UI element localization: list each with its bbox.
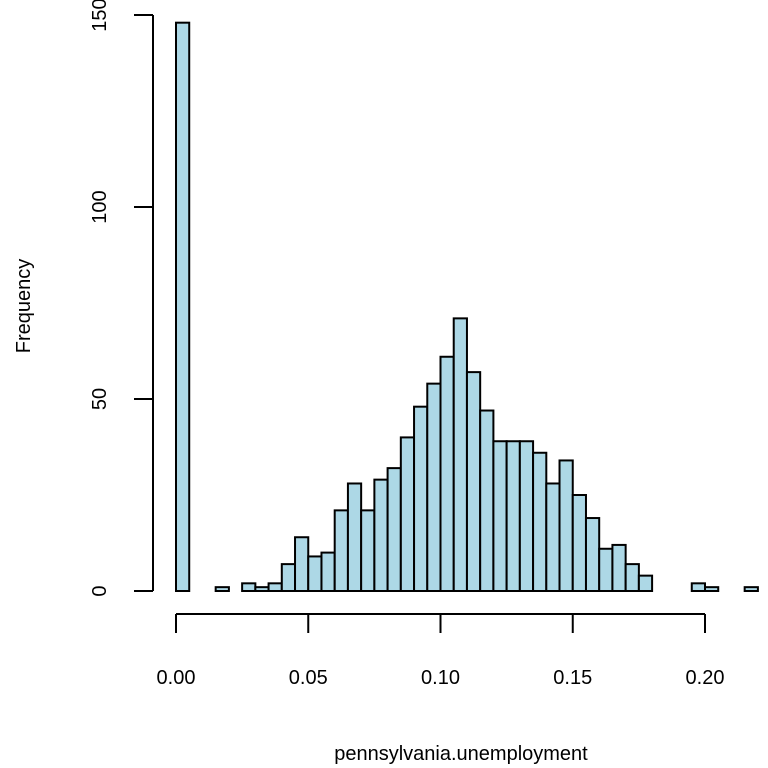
histogram-bar <box>452 317 468 592</box>
y-tick-label: 100 <box>89 190 111 223</box>
histogram-bar <box>254 586 270 592</box>
histogram-bar <box>346 482 363 593</box>
histogram-bar <box>505 440 521 592</box>
y-tick-label: 150 <box>89 0 111 32</box>
histogram-bar <box>465 371 482 592</box>
histogram-bar <box>704 586 720 592</box>
histogram-bar <box>479 409 495 592</box>
histogram-bar <box>386 467 402 592</box>
x-tick-label: 0.10 <box>421 667 460 689</box>
histogram-bar <box>175 21 191 593</box>
histogram-bar <box>214 586 230 592</box>
x-tick-label: 0.00 <box>157 667 196 689</box>
y-tick-label: 0 <box>89 585 111 596</box>
y-axis-title: Frequency <box>13 259 35 354</box>
histogram-bar <box>743 586 759 592</box>
histogram-bar <box>267 582 283 593</box>
histogram-bar <box>413 405 429 592</box>
x-axis-title: pennsylvania.unemployment <box>334 743 588 765</box>
histogram-bar <box>294 536 310 592</box>
histogram-bar <box>690 582 707 593</box>
histogram-bar <box>320 551 336 592</box>
histogram-bar <box>584 517 601 592</box>
histogram-bars <box>175 21 759 593</box>
histogram-bar <box>624 563 640 592</box>
histogram-bar <box>360 509 376 592</box>
histogram-bar <box>373 478 389 593</box>
histogram-bar <box>637 574 654 593</box>
y-axis: 0 50 100 150 <box>89 0 154 597</box>
x-tick-label: 0.15 <box>553 667 592 689</box>
histogram-bar <box>280 563 297 592</box>
histogram-bar <box>545 482 561 593</box>
histogram-bar <box>426 382 442 593</box>
x-axis: 0.00 0.05 0.10 0.15 0.20 <box>157 613 725 689</box>
histogram-bar <box>518 440 535 592</box>
histogram-bar <box>558 459 574 592</box>
histogram-bar <box>399 436 416 592</box>
y-tick-label: 50 <box>89 388 111 410</box>
histogram-bar <box>307 555 323 593</box>
histogram-bar <box>492 440 508 592</box>
histogram-bar <box>532 451 548 593</box>
histogram-bar <box>241 582 257 593</box>
histogram-bar <box>611 543 627 592</box>
x-tick-label: 0.20 <box>686 667 725 689</box>
histogram-bar <box>333 509 349 592</box>
histogram-bar <box>598 547 614 593</box>
histogram-bar <box>439 355 455 593</box>
histogram-bar <box>571 494 587 592</box>
x-tick-label: 0.05 <box>289 667 328 689</box>
